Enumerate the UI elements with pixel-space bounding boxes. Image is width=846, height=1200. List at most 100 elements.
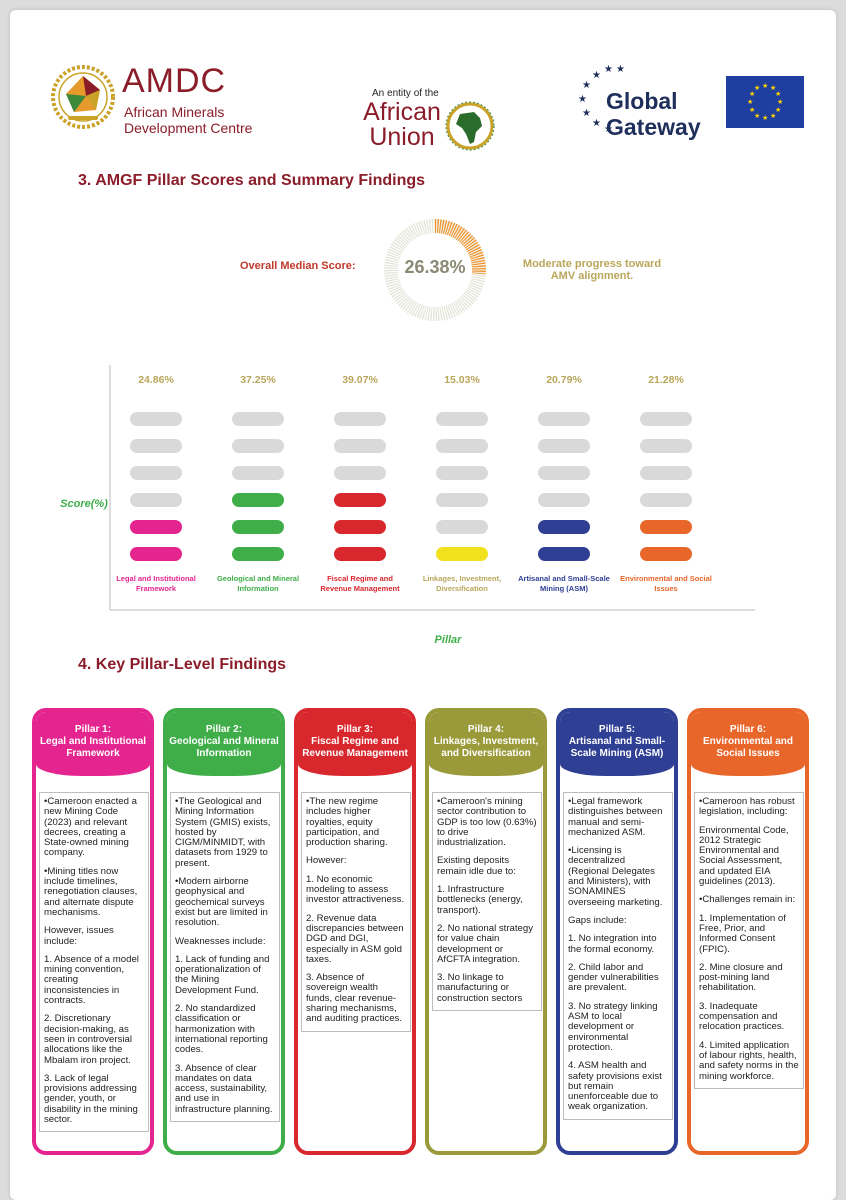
score-pill-empty <box>538 493 590 507</box>
pillar-card-body: •Cameroon enacted a new Mining Code (202… <box>39 792 149 1133</box>
svg-text:★: ★ <box>578 94 587 105</box>
amdc-subtitle-line2: Development Centre <box>124 120 253 136</box>
value-label: 37.25% <box>240 374 276 386</box>
overall-score-label: Overall Median Score: <box>240 260 356 272</box>
overall-score-donut <box>384 219 486 321</box>
finding-paragraph: •Licensing is decentralized (Regional De… <box>568 845 663 908</box>
svg-text:★: ★ <box>592 70 601 81</box>
finding-paragraph: 1. No economic modeling to assess invest… <box>306 873 405 906</box>
pillar-number: Pillar 6: <box>729 724 767 735</box>
score-pill-empty <box>538 412 590 426</box>
pillar-card-body: •Cameroon's mining sector contribution t… <box>432 792 542 1012</box>
finding-paragraph: 3. Inadequate compensation and relocatio… <box>699 1000 785 1033</box>
african-union-logo: An entity of the African Union <box>350 88 510 168</box>
pillar-card: Pillar 4: Linkages, Investment, and Diver… <box>425 708 547 1155</box>
pillar-name: Linkages, Investment, and Diversificatio… <box>433 736 539 759</box>
pillar-name: Geological and Mineral Information <box>169 736 279 759</box>
finding-paragraph: Gaps include: <box>568 914 627 926</box>
finding-paragraph: 3. No strategy linking ASM to local deve… <box>568 1000 658 1053</box>
finding-paragraph: Existing deposits remain idle due to: <box>437 855 516 877</box>
category-label: Linkages, Investment, <box>423 574 501 583</box>
y-axis-label: Score(%) <box>60 498 108 510</box>
category-label: Framework <box>136 584 177 593</box>
svg-text:★: ★ <box>604 124 613 135</box>
finding-paragraph: 2. No national strategy for value chain … <box>437 922 533 965</box>
pillar-card: Pillar 3: Fiscal Regime and Revenue Manag… <box>294 708 416 1155</box>
au-name-line2: Union <box>369 123 435 151</box>
finding-paragraph: •Mining titles now include timelines, re… <box>44 865 138 918</box>
pillar-number: Pillar 3: <box>336 724 374 735</box>
au-emblem-icon <box>445 101 495 151</box>
pillar-name: Environmental and Social Issues <box>702 736 793 759</box>
pillar-number: Pillar 4: <box>467 724 505 735</box>
finding-paragraph: 2. Child labor and gender vulnerabilitie… <box>568 961 659 994</box>
finding-paragraph: 1. Implementation of Free, Prior, and In… <box>699 912 786 955</box>
pillar-name: Legal and Institutional Framework <box>39 736 147 759</box>
svg-text:★: ★ <box>582 80 591 91</box>
score-pill-empty <box>130 439 182 453</box>
svg-text:★: ★ <box>770 84 776 92</box>
pillar-card: Pillar 5: Artisanal and Small-Scale Minin… <box>556 708 678 1155</box>
svg-text:★: ★ <box>775 106 781 114</box>
score-pill-empty <box>232 439 284 453</box>
score-pill-filled <box>538 547 590 561</box>
amdc-emblem-icon <box>51 65 115 129</box>
category-label: Information <box>237 584 279 593</box>
score-pill-empty <box>130 466 182 480</box>
score-pill-empty <box>130 412 182 426</box>
score-pill-filled <box>436 547 488 561</box>
finding-paragraph: •Cameroon enacted a new Mining Code (202… <box>44 796 137 859</box>
pillar-card-header: Pillar 6: Environmental and Social Issues <box>691 712 805 776</box>
score-pill-filled <box>334 520 386 534</box>
score-pill-empty <box>130 493 182 507</box>
global-gateway-logo: ★ ★ ★ ★ ★ ★ ★ ★ Global Gateway <box>576 60 736 150</box>
svg-text:★: ★ <box>777 98 783 106</box>
score-pill-empty <box>538 466 590 480</box>
finding-paragraph: 3. No linkage to manufacturing or constr… <box>437 972 523 1004</box>
finding-paragraph: •Cameroon has robust legislation, includ… <box>699 796 795 818</box>
score-pill-empty <box>232 412 284 426</box>
pillar-name: Fiscal Regime and Revenue Management <box>302 736 408 759</box>
value-label: 20.79% <box>546 374 582 386</box>
au-name-line1: African <box>363 98 441 126</box>
score-pill-empty <box>640 466 692 480</box>
pillar-card-body: •Legal framework distinguishes between m… <box>563 792 673 1120</box>
pillar-card-header: Pillar 2: Geological and Mineral Informat… <box>167 712 281 776</box>
finding-paragraph: •The Geological and Mining Information S… <box>175 796 271 869</box>
value-label: 24.86% <box>138 374 174 386</box>
pillar-card-header: Pillar 5: Artisanal and Small-Scale Minin… <box>560 712 674 776</box>
section3-title: 3. AMGF Pillar Scores and Summary Findin… <box>78 172 426 189</box>
overall-score-note: Moderate progress toward AMV alignment. <box>522 258 662 282</box>
pillar-card-header: Pillar 4: Linkages, Investment, and Diver… <box>429 712 543 776</box>
score-pill-empty <box>334 466 386 480</box>
finding-paragraph: 4. ASM health and safety provisions exis… <box>568 1060 662 1113</box>
gg-line1: Global <box>606 88 678 114</box>
finding-paragraph: 3. Lack of legal provisions addressing g… <box>44 1072 138 1126</box>
value-label: 15.03% <box>444 374 480 386</box>
finding-paragraph: 1. Absence of a model mining convention,… <box>44 953 139 1007</box>
score-pill-filled <box>334 547 386 561</box>
finding-paragraph: 1. Infrastructure bottlenecks (energy, t… <box>437 884 523 916</box>
finding-paragraph: 4. Limited application of labour rights,… <box>699 1039 799 1082</box>
svg-text:★: ★ <box>749 106 755 114</box>
pillar-number: Pillar 5: <box>598 724 636 735</box>
donut-progress-arc <box>434 219 486 275</box>
pillar-number: Pillar 1: <box>74 724 112 735</box>
finding-paragraph: 3. Absence of sovereign wealth funds, cl… <box>306 972 402 1025</box>
score-pill-empty <box>640 439 692 453</box>
category-label: Issues <box>654 584 677 593</box>
x-axis-label: Pillar <box>435 634 463 646</box>
section4-title: 4. Key Pillar-Level Findings <box>78 656 287 673</box>
score-pill-filled <box>130 520 182 534</box>
au-name: African Union <box>352 100 452 150</box>
pillar-card-body: •Cameroon has robust legislation, includ… <box>694 792 804 1089</box>
finding-paragraph: •Cameroon's mining sector contribution t… <box>437 796 537 849</box>
pillar-card: Pillar 6: Environmental and Social Issues… <box>687 708 809 1155</box>
finding-paragraph: 3. Absence of clear mandates on data acc… <box>175 1062 273 1115</box>
category-label: Legal and Institutional <box>116 574 196 583</box>
finding-paragraph: •Legal framework distinguishes between m… <box>568 796 663 838</box>
svg-text:★: ★ <box>770 112 776 120</box>
finding-paragraph: Weaknesses include: <box>175 935 266 947</box>
amdc-subtitle: African Minerals Development Centre <box>124 104 264 136</box>
finding-paragraph: 1. No integration into the formal econom… <box>568 933 657 955</box>
